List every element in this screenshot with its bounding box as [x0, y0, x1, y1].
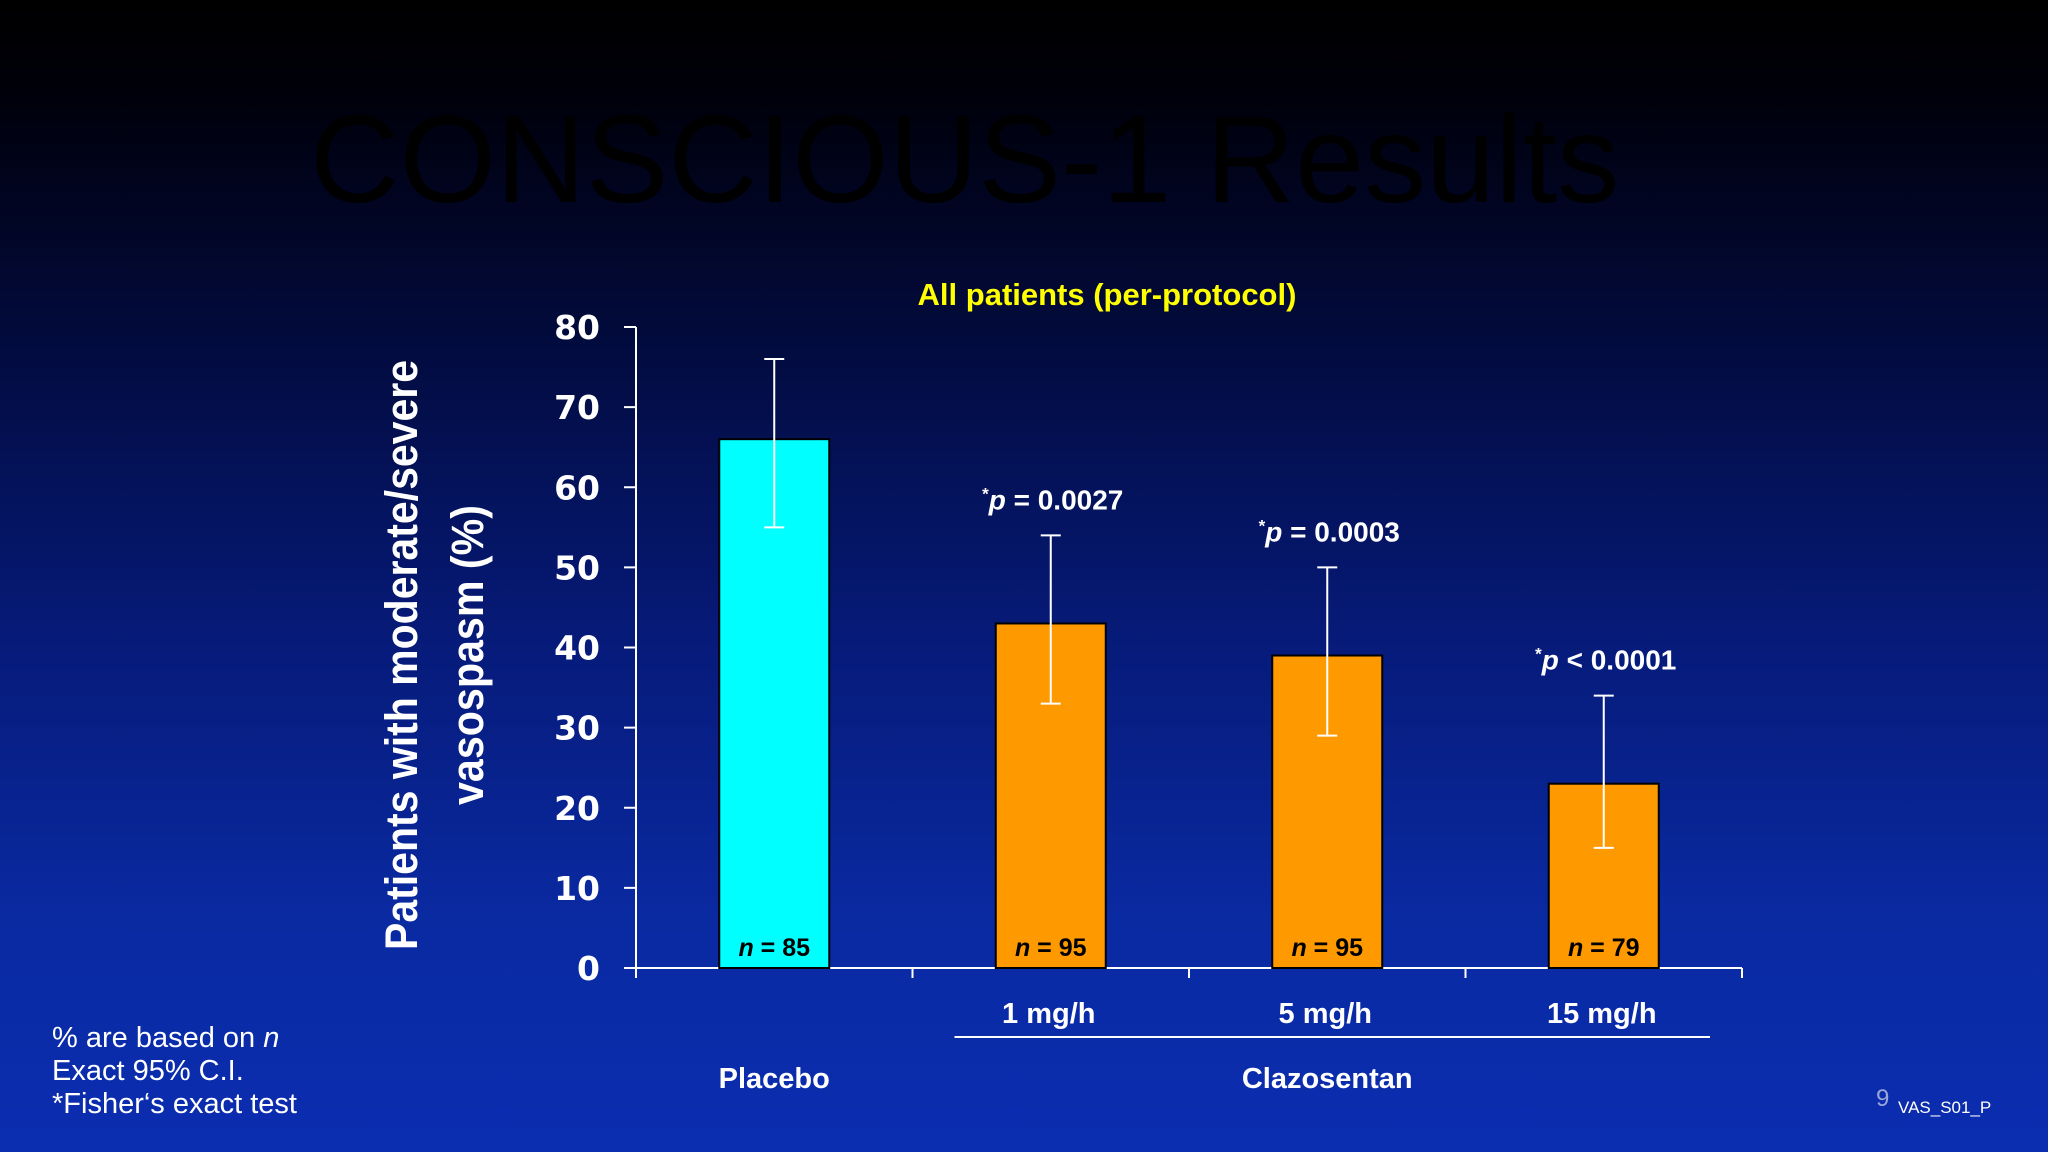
group-label-0: Placebo [719, 1063, 830, 1095]
slide-code: VAS_S01_P [1898, 1098, 1992, 1117]
bars [718, 358, 1660, 970]
slide-number: 9 [1876, 1085, 1890, 1112]
y-tick-label-50: 50 [554, 548, 600, 587]
footnotes: % are based on n Exact 95% C.I. *Fisher‘… [52, 1022, 297, 1121]
y-tick-label-80: 80 [554, 308, 600, 347]
y-tick-label-30: 30 [554, 709, 600, 748]
p-value-label-1: *p = 0.0027 [982, 484, 1123, 515]
y-axis-title-line-1: Patients with moderate/severe [376, 360, 427, 950]
p-value-label-2: *p = 0.0003 [1259, 516, 1400, 547]
x-category-label-2: 5 mg/h [1279, 998, 1372, 1030]
y-tick-label-10: 10 [554, 869, 600, 908]
y-tick-label-0: 0 [577, 949, 600, 988]
n-label-2: n = 95 [1291, 934, 1363, 962]
y-axis-title: Patients with moderate/severe vasospasm … [376, 360, 493, 950]
group-label-1: Clazosentan [1242, 1063, 1413, 1095]
footnote-basis-var: n [263, 1022, 280, 1054]
y-tick-label-70: 70 [554, 388, 600, 427]
y-tick-label-60: 60 [554, 468, 600, 507]
labels: n = 85 n = 95 *p = 0.0027 1 mg/h n = 95 *p = … [719, 484, 1710, 1095]
x-category-label-1: 1 mg/h [1002, 998, 1095, 1030]
p-value-label-3: *p < 0.0001 [1535, 645, 1676, 676]
chart-subtitle: All patients (per-protocol) [918, 277, 1297, 312]
y-axis-title-line-2: vasospasm (%) [442, 505, 493, 805]
x-category-label-3: 15 mg/h [1547, 998, 1657, 1030]
footnote-basis-text: % are based on [52, 1022, 264, 1054]
footnote-test: *Fisher‘s exact test [52, 1088, 297, 1120]
slide-title: CONSCIOUS-1 Results [310, 91, 1620, 229]
n-label-3: n = 79 [1568, 934, 1640, 962]
footnote-ci: Exact 95% C.I. [52, 1055, 244, 1087]
y-tick-label-20: 20 [554, 789, 600, 828]
axes: 0 10 20 30 40 50 60 70 80 [554, 308, 1743, 988]
n-label-1: n = 95 [1015, 934, 1087, 962]
y-tick-label-40: 40 [554, 629, 600, 668]
n-label-0: n = 85 [738, 934, 810, 962]
footnote-basis: % are based on n [52, 1022, 297, 1055]
